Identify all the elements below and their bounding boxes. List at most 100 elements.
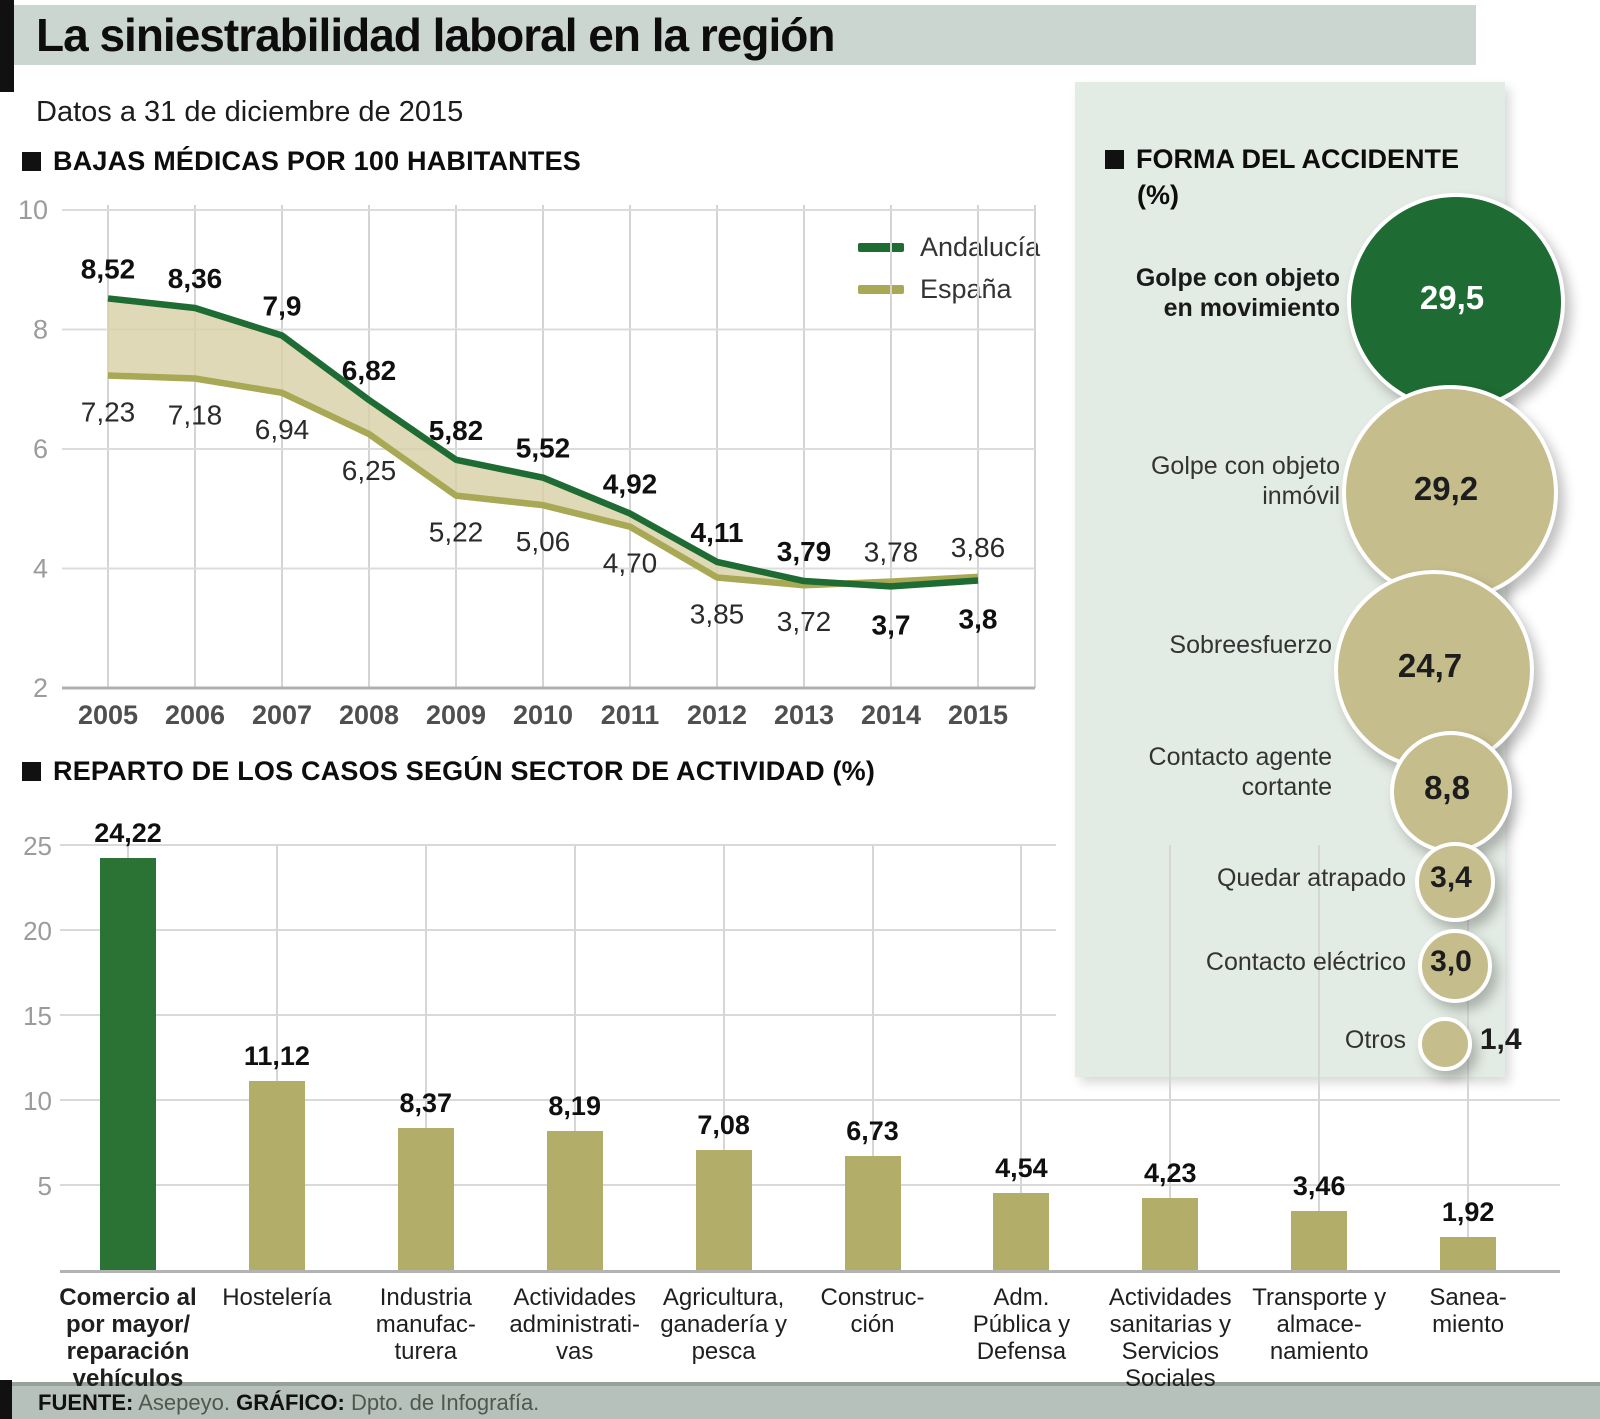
bar-category-label: Agricultura, ganadería y pesca [660, 1284, 787, 1365]
header-band [14, 5, 1476, 65]
bar [546, 1130, 603, 1270]
svg-text:2011: 2011 [601, 700, 660, 730]
bullet-square-icon [22, 152, 41, 171]
svg-text:6: 6 [33, 434, 48, 464]
bar-y-tick-label: 10 [23, 1086, 52, 1116]
svg-text:2008: 2008 [339, 700, 399, 730]
bar-value-label: 4,54 [995, 1152, 1048, 1183]
svg-text:2009: 2009 [426, 700, 486, 730]
svg-text:5,82: 5,82 [429, 415, 484, 446]
bar-y-tick-label: 25 [23, 831, 52, 861]
bubble-label: Golpe con objeto inmóvil [1150, 452, 1340, 510]
svg-text:2013: 2013 [774, 700, 834, 730]
bar-category-label: Sanea-miento [1429, 1284, 1507, 1338]
bubble [1417, 928, 1493, 1004]
bar [248, 1080, 305, 1270]
bar [993, 1192, 1050, 1270]
bubble-value-label: 29,2 [1413, 470, 1479, 507]
bubble-value-label: 29,5 [1419, 279, 1485, 316]
svg-text:3,79: 3,79 [777, 536, 832, 567]
svg-text:7,23: 7,23 [81, 397, 136, 428]
bar-category-gridline [871, 845, 874, 1270]
bar [844, 1155, 901, 1270]
svg-text:6,94: 6,94 [255, 414, 310, 445]
svg-text:4,70: 4,70 [603, 548, 658, 579]
bar-axis-line [60, 1270, 1560, 1273]
svg-text:3,78: 3,78 [864, 537, 919, 568]
bar-value-label: 3,46 [1292, 1171, 1346, 1202]
svg-text:2015: 2015 [948, 700, 1008, 730]
bubble-label: Golpe con objeto en movimiento [1135, 264, 1340, 322]
legend-item-andalucia: Andalucía [858, 226, 1040, 268]
svg-text:3,72: 3,72 [777, 606, 832, 637]
bubble-label: Quedar atrapado [1216, 864, 1406, 892]
bar-value-label: 4,23 [1144, 1158, 1197, 1189]
bar-value-label: 1,92 [1441, 1197, 1495, 1228]
bar-category-label: Transporte y almace-namiento [1252, 1284, 1387, 1365]
bubble-label: Otros [1344, 1026, 1406, 1054]
bullet-square-icon [1105, 150, 1124, 169]
bubble-value-label: 24,7 [1397, 647, 1463, 684]
bar-value-label: 24,22 [94, 818, 162, 849]
bar-gridline [60, 1184, 1560, 1186]
svg-text:2006: 2006 [165, 700, 225, 730]
bar-category-gridline [1169, 845, 1172, 1270]
svg-text:7,9: 7,9 [263, 290, 302, 321]
graphic-value: Dpto. de Infografía. [344, 1390, 540, 1415]
bar-category-gridline [1020, 845, 1023, 1270]
svg-text:3,8: 3,8 [959, 603, 998, 634]
bar [1440, 1237, 1497, 1270]
bar-category-label: Construc-ción [820, 1284, 925, 1338]
bar-category-label: Industria manufac-turera [375, 1284, 476, 1365]
svg-text:3,86: 3,86 [951, 532, 1006, 563]
bubble [1389, 730, 1513, 854]
bar-category-label: Comercio al por mayor/reparación vehículos [59, 1284, 197, 1392]
bar-gridline [60, 844, 1056, 846]
svg-text:10: 10 [18, 195, 48, 225]
svg-text:5,06: 5,06 [516, 526, 571, 557]
bar-category-gridline [573, 845, 576, 1270]
legend-item-espana: España [858, 268, 1040, 310]
bubble [1418, 1017, 1472, 1071]
svg-text:2012: 2012 [687, 700, 747, 730]
bar [397, 1127, 454, 1270]
bar-value-label: 7,08 [697, 1109, 750, 1140]
header-left-block [0, 0, 14, 92]
bubble-label: Contacto agente cortante [1148, 743, 1332, 801]
svg-text:8: 8 [33, 315, 48, 345]
svg-text:4,11: 4,11 [691, 517, 744, 548]
section-title-bar-chart: REPARTO DE LOS CASOS SEGÚN SECTOR DE ACT… [22, 756, 875, 787]
bar-value-label: 11,12 [243, 1040, 310, 1071]
bar-category-gridline [1318, 845, 1321, 1270]
bubble-value-label: 1,4 [1479, 1023, 1522, 1056]
bar-y-tick-label: 20 [23, 916, 52, 946]
andalucia-line-swatch [858, 242, 904, 252]
bubble-value-label: 8,8 [1424, 769, 1470, 806]
bar-y-tick-label: 5 [37, 1171, 52, 1201]
svg-text:5,52: 5,52 [516, 433, 571, 464]
bar [695, 1149, 752, 1270]
svg-text:4,92: 4,92 [603, 469, 658, 500]
svg-text:4: 4 [33, 554, 48, 584]
svg-text:2010: 2010 [513, 700, 573, 730]
svg-text:7,18: 7,18 [168, 399, 223, 430]
espana-line-swatch [858, 284, 904, 294]
page-title: La siniestrabilidad laboral en la región [36, 9, 835, 61]
section-title-line-chart: BAJAS MÉDICAS POR 100 HABITANTES [22, 146, 581, 177]
bar-value-label: 8,19 [548, 1090, 601, 1121]
svg-text:2: 2 [33, 673, 48, 703]
bubble-value-label: 3,0 [1430, 945, 1472, 978]
bar-category-gridline [275, 845, 278, 1270]
bar-category-label: Adm. Pública y Defensa [972, 1284, 1071, 1365]
bubble [1341, 384, 1559, 602]
legend-label: España [920, 273, 1012, 304]
panel-title: FORMA DEL ACCIDENTE [1105, 144, 1459, 175]
bar-category-label: Actividades sanitarias y Servicios Sociales [1108, 1284, 1232, 1392]
legend: Andalucía España [858, 226, 1040, 310]
source-label: FUENTE: [38, 1390, 134, 1415]
svg-text:2014: 2014 [861, 700, 921, 730]
bar-gridline [60, 1014, 1056, 1016]
